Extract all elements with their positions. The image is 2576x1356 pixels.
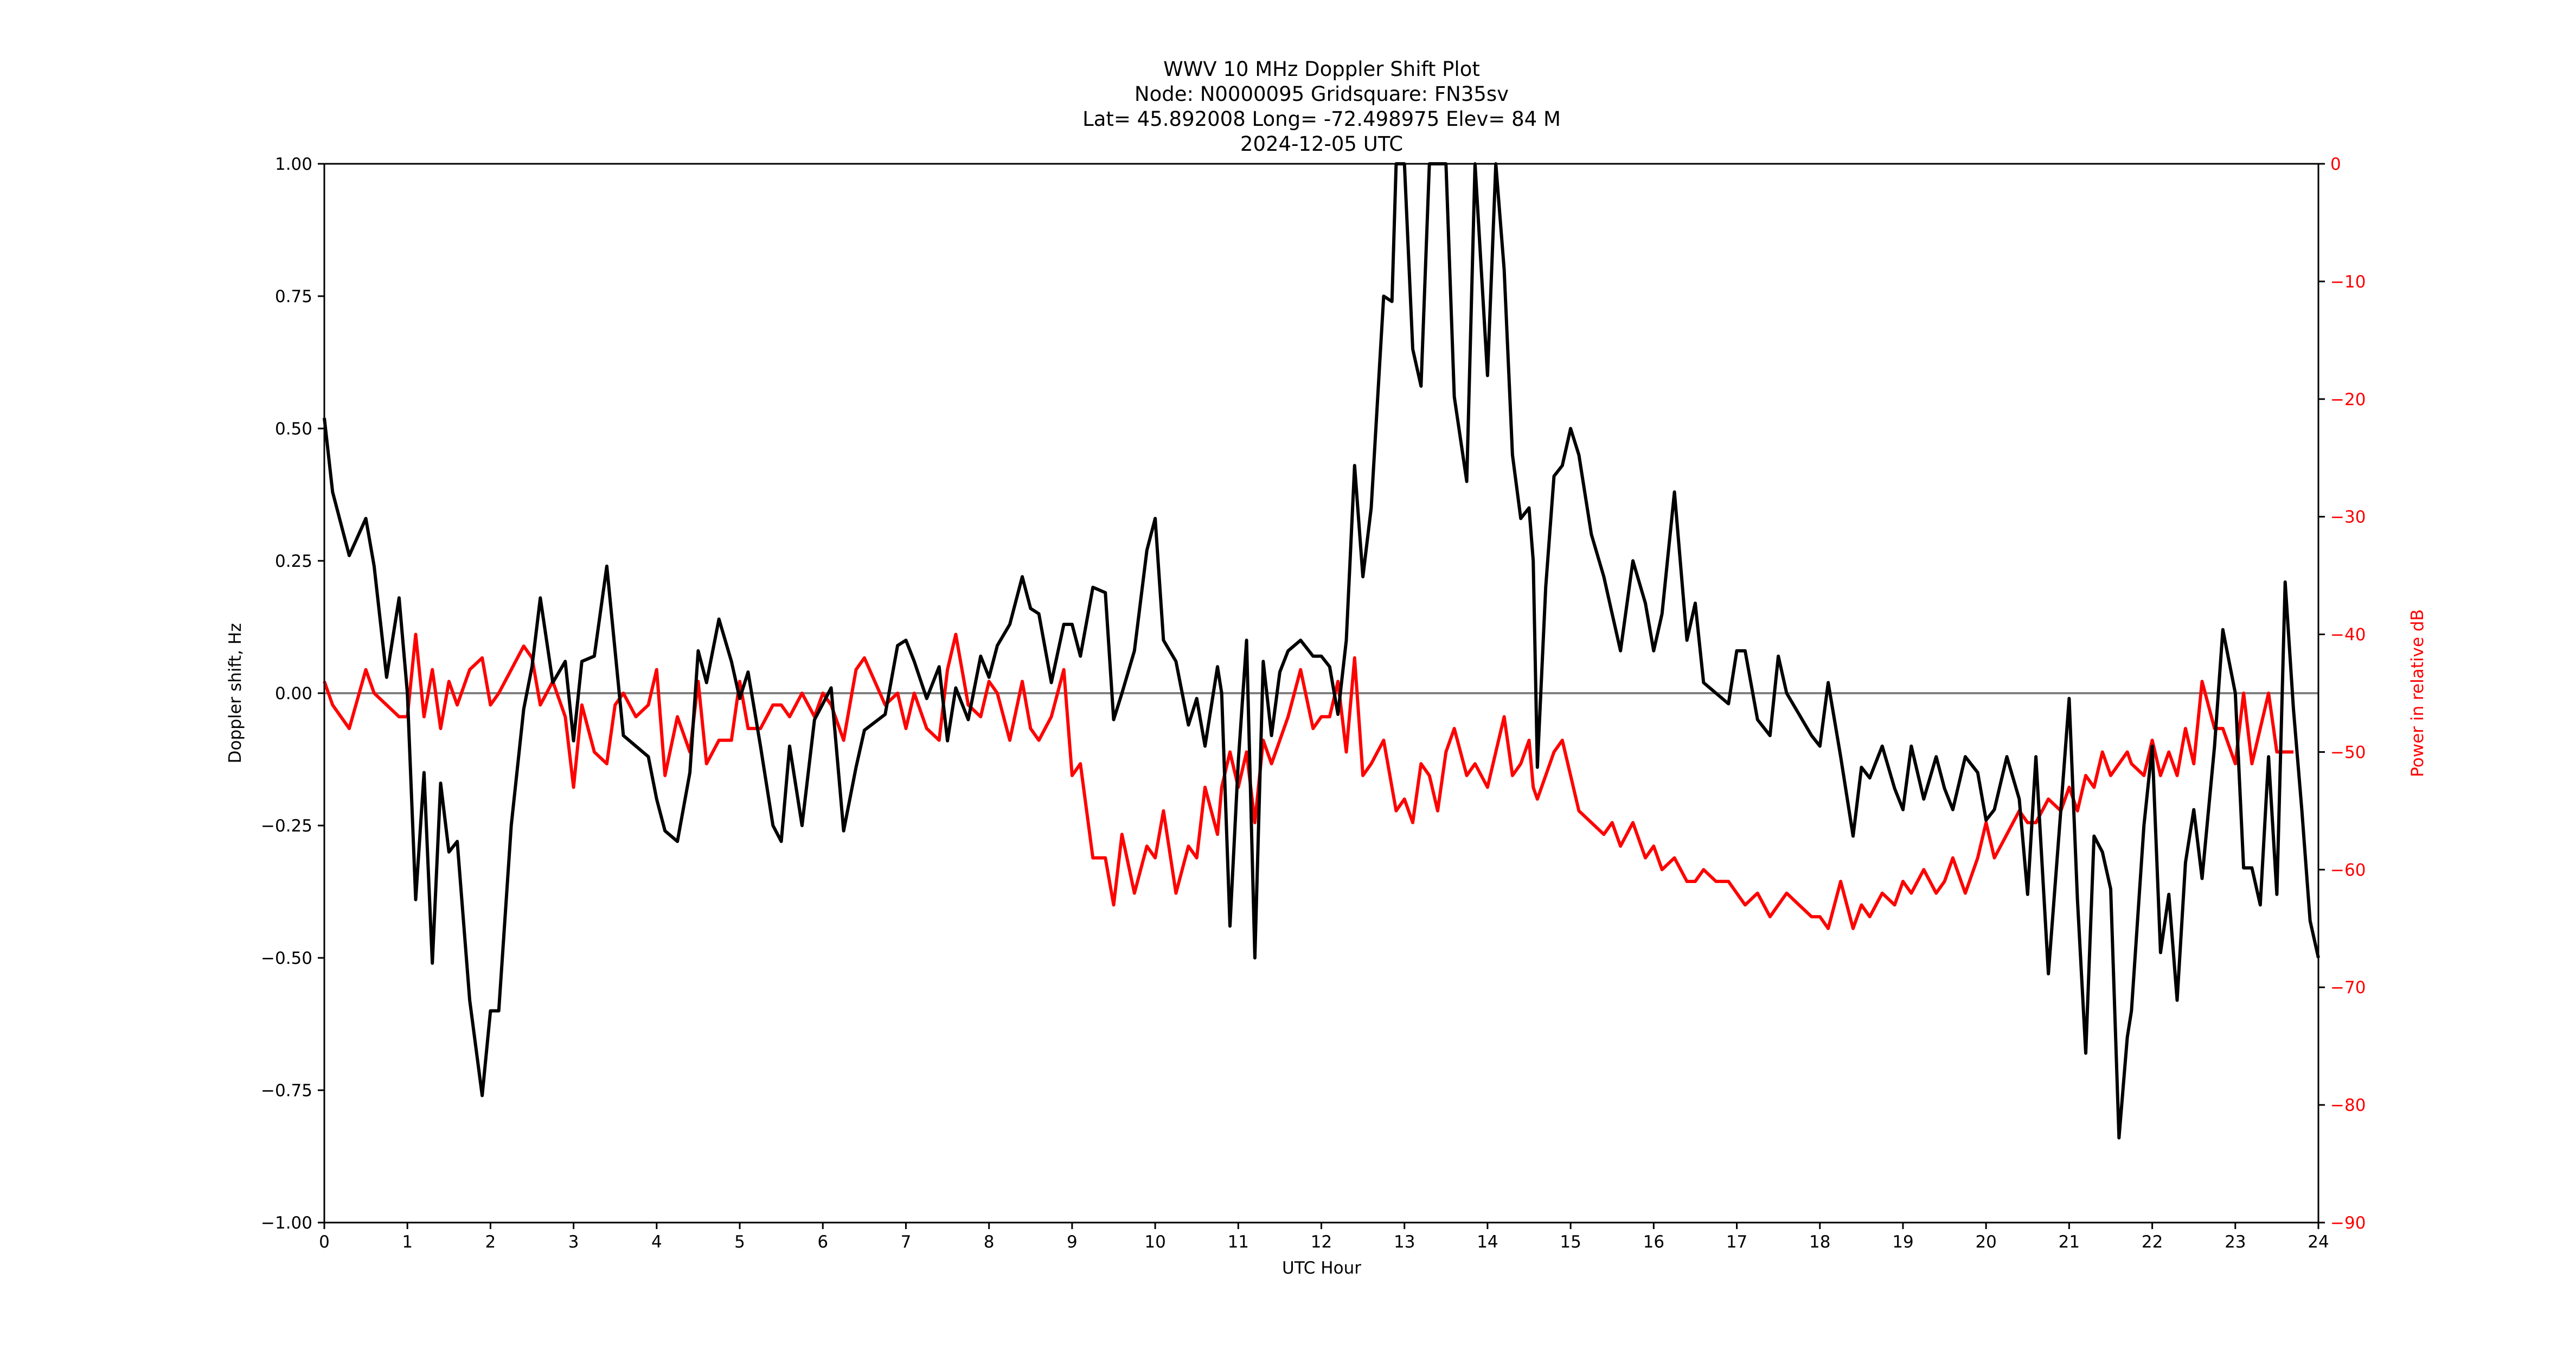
plot-area [323,162,2320,1224]
right-y-tick-label: −10 [2330,272,2366,292]
x-tick-label: 16 [1643,1232,1664,1252]
right-y-axis-ticks: 0 −10 −20 −30 −40 −50 −60 −70 −80 −90 [2318,155,2366,1233]
doppler-series-line [323,162,2320,1140]
left-y-tick-label: 0.75 [275,287,312,306]
x-tick-label: 15 [1560,1232,1581,1252]
x-tick-label: 5 [734,1232,745,1252]
left-y-tick-label: −1.00 [261,1213,312,1233]
x-tick-label: 20 [1975,1232,1996,1252]
left-y-tick-label: 0.50 [275,419,312,439]
left-y-tick-label: −0.75 [261,1081,312,1101]
right-y-tick-label: −20 [2330,390,2366,410]
title-line-3: Lat= 45.892008 Long= -72.498975 Elev= 84… [1082,107,1561,131]
title-line-2: Node: N0000095 Gridsquare: FN35sv [1135,82,1509,106]
x-tick-label: 2 [485,1232,496,1252]
x-tick-label: 21 [2059,1232,2080,1252]
x-axis-ticks: 0 1 2 3 4 5 6 7 8 9 10 11 12 13 14 15 16 17 18 19 20 21 22 23 24 [319,1223,2329,1252]
left-y-tick-label: 0.00 [275,684,312,703]
x-tick-label: 6 [817,1232,828,1252]
right-y-tick-label: −30 [2330,508,2366,527]
title-line-1: WWV 10 MHz Doppler Shift Plot [1163,57,1480,81]
left-y-axis-ticks: 1.00 0.75 0.50 0.25 0.00 −0.25 −0.50 −0.75 −1.00 [261,155,324,1233]
left-y-axis-label: Doppler shift, Hz [226,623,245,764]
x-tick-label: 17 [1726,1232,1747,1252]
left-y-tick-label: 0.25 [275,552,312,571]
x-tick-label: 24 [2308,1232,2329,1252]
x-tick-label: 4 [651,1232,662,1252]
left-y-tick-label: −0.50 [261,949,312,968]
right-y-tick-label: −90 [2330,1213,2366,1233]
right-y-axis-label: Power in relative dB [2408,609,2427,777]
x-tick-label: 11 [1228,1232,1249,1252]
left-y-tick-label: 1.00 [275,155,312,174]
x-tick-label: 14 [1477,1232,1498,1252]
right-y-tick-label: 0 [2330,155,2341,174]
x-tick-label: 10 [1144,1232,1165,1252]
x-axis-label: UTC Hour [1282,1258,1361,1278]
power-series-line [323,632,2293,930]
right-y-tick-label: −40 [2330,625,2366,645]
right-y-tick-label: −60 [2330,860,2366,880]
x-tick-label: 19 [1892,1232,1913,1252]
x-tick-label: 7 [901,1232,912,1252]
x-tick-label: 3 [568,1232,579,1252]
right-y-tick-label: −50 [2330,743,2366,762]
x-tick-label: 23 [2225,1232,2246,1252]
left-y-tick-label: −0.25 [261,816,312,836]
x-tick-label: 9 [1067,1232,1078,1252]
right-y-tick-label: −80 [2330,1096,2366,1115]
x-tick-label: 22 [2142,1232,2163,1252]
title-line-4: 2024-12-05 UTC [1240,132,1403,156]
x-tick-label: 18 [1809,1232,1830,1252]
x-tick-label: 8 [984,1232,995,1252]
x-tick-label: 13 [1394,1232,1415,1252]
x-tick-label: 0 [319,1232,330,1252]
right-y-tick-label: −70 [2330,978,2366,997]
x-tick-label: 1 [402,1232,413,1252]
chart-title: WWV 10 MHz Doppler Shift Plot Node: N000… [1082,57,1561,156]
x-tick-label: 12 [1311,1232,1332,1252]
